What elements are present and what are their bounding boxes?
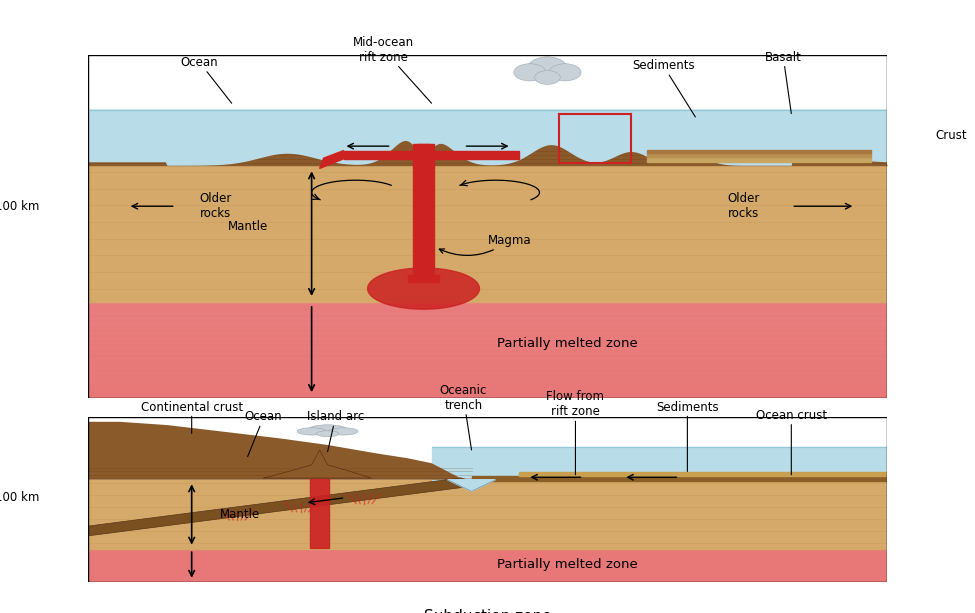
Polygon shape bbox=[368, 268, 480, 309]
Polygon shape bbox=[88, 480, 887, 549]
Text: Mantle: Mantle bbox=[227, 220, 268, 234]
Polygon shape bbox=[472, 476, 887, 481]
Text: Magma: Magma bbox=[440, 234, 531, 256]
Ellipse shape bbox=[307, 425, 347, 435]
Polygon shape bbox=[647, 153, 872, 158]
Text: Ocean: Ocean bbox=[245, 411, 283, 457]
Polygon shape bbox=[88, 302, 887, 398]
Text: Rift zone: Rift zone bbox=[453, 433, 522, 447]
Text: Subduction zone: Subduction zone bbox=[424, 609, 551, 613]
Text: Older
rocks: Older rocks bbox=[200, 192, 232, 220]
Polygon shape bbox=[408, 275, 439, 282]
Text: 100 km: 100 km bbox=[0, 200, 40, 213]
Text: Basalt: Basalt bbox=[764, 51, 801, 113]
Ellipse shape bbox=[534, 70, 561, 85]
Text: Partially melted zone: Partially melted zone bbox=[497, 337, 638, 350]
Polygon shape bbox=[432, 447, 887, 480]
Polygon shape bbox=[88, 165, 887, 302]
Polygon shape bbox=[0, 478, 482, 548]
Text: Ocean: Ocean bbox=[181, 56, 232, 103]
Ellipse shape bbox=[514, 64, 546, 81]
Text: Flow from
rift zone: Flow from rift zone bbox=[546, 390, 604, 474]
Ellipse shape bbox=[330, 428, 358, 435]
Polygon shape bbox=[88, 549, 887, 582]
Polygon shape bbox=[88, 110, 887, 165]
Ellipse shape bbox=[317, 431, 338, 436]
Text: Continental crust: Continental crust bbox=[140, 400, 243, 433]
Polygon shape bbox=[448, 480, 495, 492]
Polygon shape bbox=[417, 145, 430, 157]
Text: Oceanic
trench: Oceanic trench bbox=[440, 384, 488, 450]
Text: Ocean crust: Ocean crust bbox=[756, 409, 827, 474]
Polygon shape bbox=[647, 158, 872, 162]
Polygon shape bbox=[434, 151, 520, 159]
Text: Mid-ocean
rift zone: Mid-ocean rift zone bbox=[353, 36, 432, 103]
Polygon shape bbox=[88, 417, 887, 447]
Ellipse shape bbox=[527, 57, 567, 81]
Polygon shape bbox=[310, 473, 330, 547]
Polygon shape bbox=[88, 422, 463, 480]
Text: Crust: Crust bbox=[935, 129, 967, 142]
Text: Older
rocks: Older rocks bbox=[727, 192, 760, 220]
Text: Sediments: Sediments bbox=[656, 400, 719, 471]
Polygon shape bbox=[88, 55, 887, 110]
Polygon shape bbox=[320, 151, 343, 169]
Text: Partially melted zone: Partially melted zone bbox=[497, 558, 638, 571]
Text: Sediments: Sediments bbox=[632, 59, 695, 117]
Text: Island arc: Island arc bbox=[307, 411, 365, 452]
Text: Mantle: Mantle bbox=[219, 508, 259, 521]
Ellipse shape bbox=[297, 428, 326, 435]
Polygon shape bbox=[88, 140, 887, 165]
Polygon shape bbox=[343, 151, 413, 159]
Polygon shape bbox=[413, 145, 434, 275]
Polygon shape bbox=[263, 450, 371, 478]
Polygon shape bbox=[520, 472, 887, 476]
Ellipse shape bbox=[549, 64, 581, 81]
Polygon shape bbox=[647, 150, 872, 153]
Text: 100 km: 100 km bbox=[0, 492, 40, 504]
